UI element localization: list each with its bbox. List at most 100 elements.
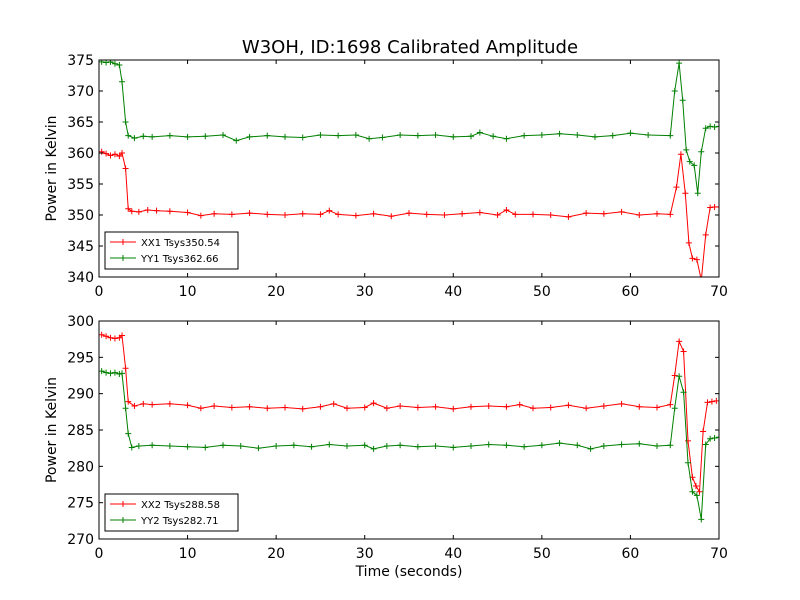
data-point [698, 516, 705, 523]
data-point [691, 162, 698, 169]
x-tick-label: 60 [622, 284, 640, 300]
data-point [689, 255, 696, 262]
legend-box [104, 231, 239, 270]
data-point [299, 405, 306, 412]
data-point [184, 443, 191, 450]
x-tick-label: 10 [179, 546, 197, 562]
legend-marker [120, 255, 126, 261]
data-point [107, 334, 114, 341]
data-point [99, 331, 105, 338]
data-point [711, 434, 718, 441]
top-panel: 0 10 20 30 40 50 60 70 340 345 350 355 360 365 370 375 P… [44, 53, 728, 300]
data-point [432, 132, 439, 139]
plot-area [99, 331, 719, 523]
data-point [116, 153, 123, 160]
data-point [361, 404, 368, 411]
data-point [103, 333, 110, 340]
data-point [530, 405, 536, 412]
data-point [211, 403, 218, 410]
data-point [432, 442, 439, 449]
data-point [103, 369, 110, 376]
y-tick-label: 375 [67, 53, 94, 69]
data-point [618, 441, 625, 448]
data-point [344, 442, 350, 449]
legend-marker [120, 239, 126, 245]
data-point [556, 440, 563, 447]
data-point [144, 207, 151, 214]
data-point [450, 405, 457, 412]
data-point [166, 132, 173, 139]
data-point [713, 397, 719, 404]
data-point [383, 442, 390, 449]
data-point [99, 60, 105, 65]
data-point [512, 211, 519, 218]
data-point [476, 129, 483, 136]
data-point [538, 132, 545, 139]
data-point [211, 210, 218, 217]
data-point [711, 123, 718, 130]
data-point [153, 207, 160, 214]
data-point [538, 442, 545, 449]
data-point [677, 151, 684, 158]
data-point [685, 239, 692, 246]
data-point [166, 208, 173, 215]
data-point [503, 207, 510, 214]
data-point [618, 208, 625, 215]
data-point [202, 133, 209, 140]
data-point [676, 338, 683, 345]
data-point [671, 372, 678, 379]
data-point [299, 134, 306, 141]
data-point [197, 405, 204, 412]
legend-box [104, 493, 239, 532]
data-point [290, 442, 297, 449]
data-point [149, 442, 156, 449]
data-point [111, 60, 118, 67]
data-point [468, 442, 474, 449]
data-point [704, 399, 711, 406]
data-point [128, 444, 135, 451]
x-tick-label: 30 [356, 284, 374, 300]
data-point [708, 398, 715, 405]
y-axis-label: Power in Kelvin [44, 377, 60, 483]
data-point [583, 405, 590, 412]
data-point [432, 403, 439, 410]
data-point [119, 332, 126, 339]
x-tick-label: 40 [444, 284, 462, 300]
data-point [667, 132, 674, 139]
data-point [716, 123, 719, 130]
data-point [352, 132, 359, 139]
y-tick-label: 275 [67, 496, 94, 512]
data-point [246, 210, 253, 217]
data-point [166, 442, 173, 449]
data-point [131, 403, 138, 410]
data-point [414, 443, 421, 450]
data-point [317, 132, 324, 139]
data-point [326, 207, 333, 214]
y-axis-label: Power in Kelvin [44, 115, 60, 221]
y-tick-label: 295 [67, 350, 94, 366]
data-point [282, 404, 288, 411]
data-point [111, 151, 118, 158]
y-tick-label: 285 [67, 423, 94, 439]
data-point [468, 133, 474, 140]
data-point [521, 443, 528, 450]
data-point [693, 492, 700, 499]
x-tick-label: 10 [179, 284, 197, 300]
plot-frame [98, 59, 720, 278]
data-point [246, 133, 253, 140]
data-point [654, 404, 660, 411]
data-point [255, 445, 262, 452]
data-point [671, 405, 678, 412]
data-point [184, 209, 191, 216]
data-point [361, 442, 368, 449]
data-point [99, 148, 105, 155]
data-point [636, 212, 643, 218]
y-tick-label: 345 [67, 239, 94, 255]
legend: XX2 Tsys288.58 YY2 Tsys282.71 [104, 493, 239, 532]
data-point [450, 133, 457, 140]
data-point [680, 389, 687, 396]
x-tick-label: 60 [622, 546, 640, 562]
data-point [119, 370, 126, 377]
data-point [246, 403, 253, 410]
data-point [692, 482, 699, 489]
